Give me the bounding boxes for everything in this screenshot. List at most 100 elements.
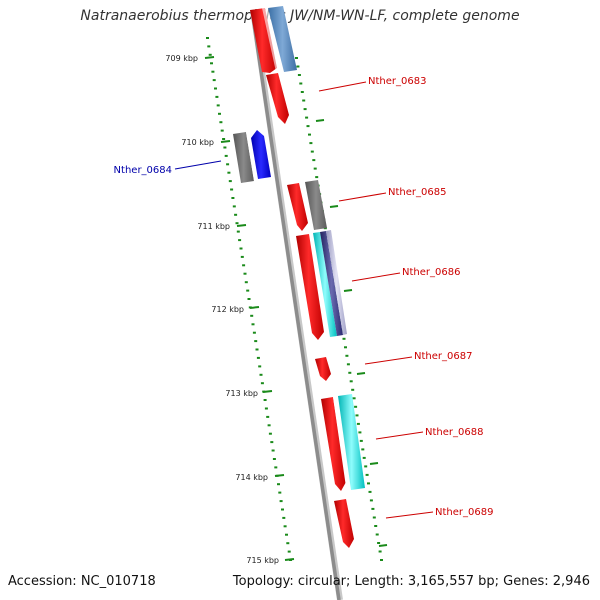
tick-dot [226,163,230,166]
tick-dot [306,125,310,128]
tick-dot [223,146,227,149]
tick-dot [378,550,382,553]
gene-label-nther-0684[interactable]: Nther_0684 [114,165,172,176]
tick-marks [206,37,388,561]
tick-dot [380,559,383,561]
gene-feature-reverse[interactable] [251,130,271,179]
gene-label-nther-0688[interactable]: Nther_0688 [425,427,483,438]
tick-label-710: 710 kbp [181,138,214,147]
tick-dot [263,399,267,401]
tick-dot [259,373,263,376]
tick-dot [356,422,360,425]
feature-gray[interactable] [305,180,327,230]
tick-dot [310,150,314,153]
tick-dot [277,483,280,486]
gene-label-nther-0689[interactable]: Nther_0689 [435,507,493,518]
tick-dot [297,74,301,76]
tick-dot [250,314,254,317]
feature-white-stripe [246,132,259,181]
tick-dot [258,365,262,368]
tick-label-713: 713 kbp [225,389,258,398]
tick-dot [359,439,363,442]
tick-dot [227,171,231,174]
tick-dot [344,346,347,349]
tick-dot [267,424,271,427]
tick-dot [224,154,228,157]
tick-dot [281,508,284,511]
gene-feature[interactable] [266,73,289,124]
tick-mark [369,462,379,465]
gene-label-nther-0686[interactable]: Nther_0686 [402,267,460,278]
tick-dot [282,516,286,519]
tick-dot [271,449,275,452]
gene-label-nther-0683[interactable]: Nther_0683 [368,76,426,87]
tick-mark [343,289,353,292]
tick-dot [270,441,274,444]
tick-dot [349,380,353,383]
gene-feature[interactable] [315,357,331,381]
tick-dot [247,298,251,300]
tick-label-709: 709 kbp [165,54,198,63]
feature-steelblue[interactable] [268,6,297,72]
tick-dot [369,499,373,502]
feature-cyan[interactable] [313,232,337,337]
tick-dot [215,95,219,98]
tick-dot [251,323,255,326]
tick-dot [211,70,215,73]
tick-dot [218,112,221,115]
tick-dot [272,458,276,460]
gene-label-nther-0685[interactable]: Nther_0685 [388,187,446,198]
tick-dot [264,407,268,410]
tick-dot [371,507,375,510]
tick-dot [283,525,287,528]
tick-dot [240,255,244,258]
gene-feature[interactable] [296,234,324,340]
tick-dot [286,542,290,545]
gene-feature[interactable] [250,8,277,73]
feature-cyan[interactable] [338,394,365,490]
tick-label-711: 711 kbp [197,222,230,231]
tick-dot [345,354,349,357]
tick-label-714: 714 kbp [235,473,268,482]
tick-dot [313,167,317,170]
feature-navy[interactable] [320,231,343,336]
gene-feature[interactable] [287,183,308,231]
tick-mark [378,544,388,547]
tick-dot [268,432,272,435]
tick-dot [219,121,223,124]
tick-labels: 709 kbp 710 kbp 711 kbp 712 kbp 713 kbp … [165,54,295,565]
tick-dot [220,129,224,132]
tick-dot [362,456,366,459]
tick-dot [236,230,240,233]
tick-dot [372,516,376,519]
accession-text: Accession: NC_010718 [8,574,156,589]
tick-mark [315,119,325,122]
tick-dot [299,82,303,85]
tick-dot [278,491,282,494]
gene-features[interactable] [233,6,365,548]
tick-dot [358,431,362,434]
feature-lavender[interactable] [326,230,347,335]
tick-dot [285,533,288,536]
gene-feature[interactable] [334,499,354,548]
gene-labels[interactable]: Nther_0683 Nther_0684 Nther_0685 Nther_0… [114,76,494,519]
tick-dot [348,371,352,374]
tick-dot [287,550,291,553]
tick-dot [231,197,235,199]
tick-mark [356,372,366,375]
tick-dot [232,205,236,208]
tick-dot [208,53,212,56]
tick-dot [375,533,379,536]
gene-label-nther-0687[interactable]: Nther_0687 [414,351,472,362]
tick-dot [361,448,365,451]
gene-feature[interactable] [321,397,346,491]
tick-dot [346,363,350,366]
tick-dot [309,142,313,145]
tick-dot [368,490,372,493]
backbone [250,9,343,600]
tick-dot [303,108,307,111]
tick-label-715: 715 kbp [246,556,279,565]
feature-gray[interactable] [233,132,254,183]
tick-dot [238,239,242,242]
